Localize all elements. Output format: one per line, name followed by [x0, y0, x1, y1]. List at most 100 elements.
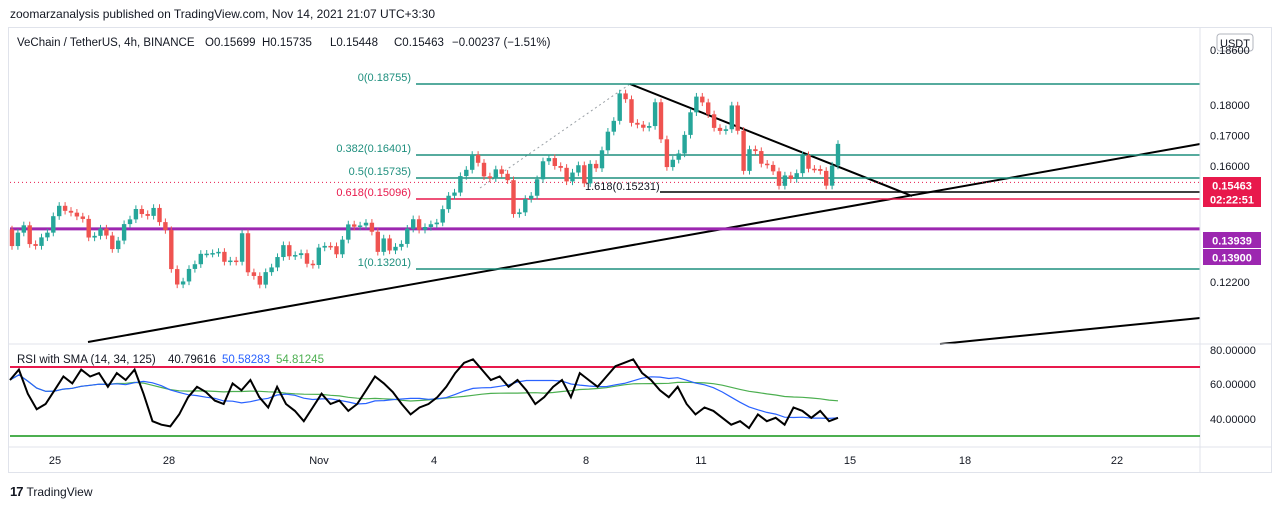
candle-body [440, 209, 445, 223]
candle-body [74, 212, 80, 217]
candle-body [735, 105, 740, 131]
candle-body [104, 228, 109, 236]
candle-body [611, 120, 616, 132]
ohlc-low: L0.15448 [330, 37, 378, 49]
price-tick-1: 0.17000 [1210, 131, 1250, 143]
candle-body [487, 176, 493, 179]
tradingview-logo[interactable]: 17 TradingView [10, 484, 93, 499]
time-tick-6: 15 [844, 455, 856, 467]
candle-body [800, 155, 805, 174]
candle-body [481, 162, 487, 177]
candle-body [529, 195, 534, 199]
time-tick-5: 11 [695, 455, 706, 467]
time-tick-0: 25 [49, 455, 61, 467]
price-badge-2 [1203, 232, 1261, 248]
candle-body [375, 231, 380, 252]
candle-body [216, 251, 221, 254]
candle-body [593, 163, 599, 169]
candle-body [475, 154, 481, 163]
candle-body [759, 151, 764, 164]
candle-body [422, 227, 428, 230]
candle-body [80, 216, 85, 219]
candle-body [729, 105, 734, 130]
candle-body [310, 263, 316, 266]
fib-level-label-2: 0.5(0.15735) [349, 166, 411, 178]
candle-body [45, 232, 50, 238]
candle-body [298, 253, 304, 256]
candle-body [458, 176, 463, 193]
candle-body [133, 209, 139, 220]
candle-body [151, 207, 156, 216]
price-badge-label-3: 0.13900 [1212, 253, 1252, 265]
currency-badge-label: USDT [1220, 38, 1250, 50]
fib-level-label-0: 0(0.18755) [358, 72, 411, 84]
candle-body [15, 232, 21, 247]
candle-body [835, 143, 841, 166]
rsi-tick-0: 80.00000 [1210, 345, 1256, 357]
time-tick-7: 18 [959, 455, 971, 467]
candle-body [251, 272, 257, 276]
time-tick-8: 22 [1111, 455, 1123, 467]
candle-body [293, 255, 298, 257]
candle-body [33, 244, 38, 246]
candle-body [62, 205, 68, 211]
ascending-trendline[interactable] [87, 143, 1201, 343]
candle-body [116, 240, 121, 250]
candle-body [682, 134, 687, 154]
candle-body [192, 264, 198, 269]
candle-body [257, 275, 262, 285]
candle-body [753, 149, 758, 152]
chart-frame[interactable] [8, 27, 1272, 473]
candle-body [652, 102, 658, 127]
candle-body [393, 246, 398, 251]
rsi-line [9, 358, 839, 430]
candle-body [776, 171, 782, 186]
descending-trendline[interactable] [629, 83, 913, 197]
candle-body [281, 245, 286, 258]
price-badge-3 [1203, 249, 1261, 265]
candle-body [39, 237, 44, 246]
fib-level-label-3: 0.618(0.15096) [336, 187, 411, 199]
candle-body [670, 159, 675, 168]
candle-body [334, 246, 339, 255]
candle-body [599, 150, 605, 169]
candle-body [446, 195, 451, 210]
candle-body [245, 233, 251, 273]
rsi-label: RSI with SMA (14, 34, 125) [17, 354, 156, 366]
chart-canvas[interactable]: VeChain / TetherUS, 4h, BINANCE O0.15699… [0, 0, 1280, 475]
candle-body [275, 257, 280, 268]
time-axis[interactable]: 25 28 Nov 4 8 11 15 18 22 [49, 455, 1123, 467]
candle-body [818, 169, 823, 171]
fib-level-label-1: 0.382(0.16401) [336, 143, 411, 155]
candle-body [664, 139, 670, 168]
candle-body [629, 99, 634, 123]
candle-body [157, 207, 162, 223]
rsi-sma-fast-line [9, 374, 839, 420]
candle-body [222, 251, 227, 262]
candle-body [470, 154, 475, 170]
candle-body [304, 253, 310, 264]
candle-body [464, 169, 469, 177]
time-tick-4: 8 [583, 455, 589, 467]
candle-body [688, 112, 693, 135]
candle-body [263, 272, 268, 285]
currency-badge[interactable]: USDT [1216, 33, 1254, 52]
price-tick-top-partial: 0.18600 [1210, 45, 1250, 57]
candle-body [322, 245, 327, 248]
candle-body [145, 214, 150, 216]
candle-body [269, 267, 274, 273]
price-badge-label-2: 0.13939 [1212, 236, 1252, 248]
rsi-sma-fast-value: 50.58283 [222, 354, 270, 366]
tradingview-brand: TradingView [26, 484, 93, 499]
drawings-layer[interactable]: 0(0.18755) 0.382(0.16401) 0.5(0.15735) 0.61… [10, 72, 1201, 345]
lower-trendline-tail[interactable] [939, 317, 1201, 345]
candle-body [57, 205, 62, 217]
symbol-name[interactable]: VeChain / TetherUS, 4h, BINANCE [17, 37, 195, 49]
candle-body [493, 169, 498, 179]
fib-extension-label: 1.618(0.15231) [585, 181, 660, 193]
candle-body [239, 233, 245, 262]
candle-body [399, 243, 404, 247]
candle-body [717, 127, 723, 131]
candle-body [564, 167, 569, 182]
